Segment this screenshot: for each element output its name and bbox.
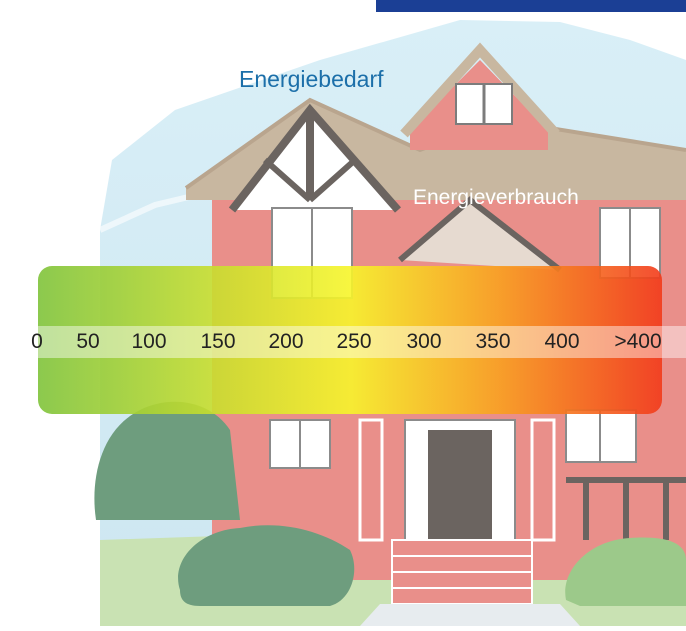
scale-tick-label: 350 [475, 330, 511, 353]
bush-right [565, 537, 686, 606]
scale-tick-label: 150 [200, 330, 236, 353]
scale-tick-label: 50 [76, 330, 100, 353]
scale-ticks: 0 50 100 150 200 250 300 350 400 >400 [0, 326, 686, 360]
timber-right [566, 477, 686, 540]
scale-band [0, 326, 686, 358]
top-bar [376, 0, 686, 12]
energy-demand-label: Energiebedarf [239, 66, 384, 92]
scale-tick-label: 250 [336, 330, 372, 353]
energy-scale-bar [38, 266, 662, 414]
scale-tick-label: 400 [544, 330, 580, 353]
steps [391, 539, 533, 605]
gable-right [400, 200, 560, 270]
scale-tick-label: 0 [31, 330, 43, 353]
bush-center [178, 525, 355, 606]
door [428, 430, 492, 540]
scale-tick-label: 200 [268, 330, 304, 353]
scale-tick-label: 100 [131, 330, 167, 353]
scale-tick-label: 300 [406, 330, 442, 353]
lower-windows [269, 409, 637, 469]
gable-left [232, 110, 398, 210]
scale-tick-label: >400 [614, 330, 662, 353]
energy-consumption-label: Energieverbrauch [413, 186, 579, 209]
bush-left [94, 401, 241, 520]
